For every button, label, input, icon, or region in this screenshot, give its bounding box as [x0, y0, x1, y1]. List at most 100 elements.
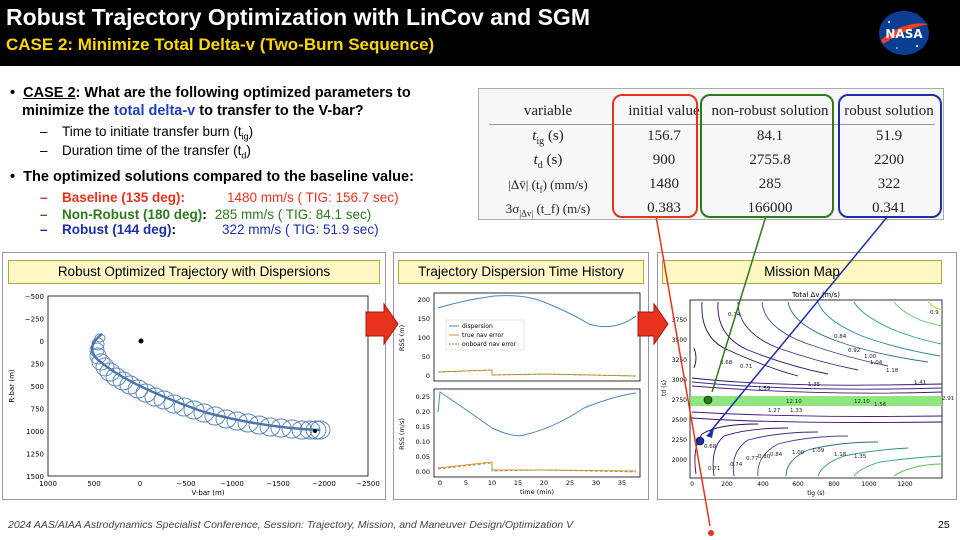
cell-initial: 900 [652, 152, 676, 168]
ytick: 3000 [672, 377, 687, 384]
row-var: tig (s) [532, 128, 564, 147]
plot2-yticks-bottom: 0.25 0.20 0.15 0.10 0.05 0.00 [416, 393, 430, 476]
ytick: 0.00 [416, 468, 430, 476]
xtick: 200 [721, 481, 733, 488]
header-robust: robust solution [844, 103, 934, 119]
contour-label: 1.00 [792, 450, 805, 456]
plot3-title: Total Δv (m/s) [791, 291, 840, 299]
ytick: 1500 [26, 473, 44, 481]
ytick: 250 [31, 361, 44, 369]
table-row: td (s) 900 2755.8 2200 [479, 148, 945, 173]
header-bar: Robust Trajectory Optimization with LinC… [0, 0, 960, 66]
contour-label: 0.84 [770, 452, 783, 458]
page-number: 25 [938, 519, 950, 531]
row-var: td (s) [533, 152, 563, 171]
contour-label: 0.84 [834, 334, 847, 340]
contour-label: 1.35 [854, 454, 867, 460]
contour-label: 1.09 [812, 448, 825, 454]
ytick: 3750 [672, 317, 687, 324]
xtick: −500 [176, 480, 195, 488]
table-row: |Δv̄| (tf) (mm/s) 1480 285 322 [479, 172, 945, 197]
plot1-xlabel: V-bar (m) [191, 489, 224, 497]
ytick: 0 [426, 372, 430, 380]
xtick: 0 [138, 480, 142, 488]
initial-column-highlight [612, 94, 698, 218]
ytick: 200 [418, 296, 430, 304]
ytick: 2000 [672, 457, 687, 464]
contour-label: 12.10 [854, 399, 870, 405]
ytick: 3250 [672, 357, 687, 364]
ytick: 0.25 [416, 393, 430, 401]
legend-dispersion: dispersion [462, 323, 493, 330]
bullet-1-text-a: : What are the following optimized param… [75, 85, 411, 101]
contour-label: 1.59 [758, 386, 771, 392]
contour-label: 1.18 [834, 452, 847, 458]
dispersion-line-bottom [437, 391, 637, 437]
contour-label: 2.91 [942, 396, 954, 402]
plot1-xticks: 1000 500 0 −500 −1000 −1500 −2000 −2500 [39, 480, 380, 488]
ytick: 1000 [26, 428, 44, 436]
cell-robust: 322 [877, 176, 901, 192]
contour-label: 1.27 [768, 408, 781, 414]
contour-label: 1.35 [808, 382, 821, 388]
xtick: 20 [540, 479, 548, 487]
panel-3-title: Mission Map [662, 260, 942, 284]
plot2-yticks-top: 200 150 100 50 0 [418, 296, 430, 380]
xtick: 35 [618, 479, 626, 487]
ytick: 2250 [672, 437, 687, 444]
contour-label: 1.18 [886, 368, 899, 374]
ytick: 0 [40, 338, 44, 346]
bullet-1-text-b: minimize the [22, 103, 114, 119]
cell-initial: 1480 [649, 176, 679, 192]
mission-map-plot: Total Δv (m/s) 0.74 0.9 0.84 0.92 1.00 1 [661, 291, 954, 497]
sub-bullet-td: – Duration time of the transfer (td) [40, 143, 251, 161]
dispersion-line-top [437, 295, 637, 328]
end-marker [313, 429, 317, 433]
bullet-2-text: The optimized solutions compared to the … [23, 169, 414, 185]
xtick: −1000 [220, 480, 244, 488]
result-nonrobust: – Non-Robust (180 deg): 285 mm/s ( TIG: 84… [40, 207, 372, 222]
xtick: 1000 [861, 481, 876, 488]
cell-nonrobust: 2755.8 [749, 152, 791, 168]
cell-initial: 0.383 [647, 200, 681, 216]
ytick: 2750 [672, 397, 687, 404]
ytick: 100 [418, 334, 430, 342]
baseline-pointer-dot [708, 530, 714, 536]
xtick: 30 [592, 479, 600, 487]
cell-nonrobust: 285 [758, 176, 782, 192]
baseline-value: 1480 mm/s ( TIG: 156.7 sec) [227, 190, 399, 205]
robust-value: 322 mm/s ( TIG: 51.9 sec) [222, 222, 379, 237]
plot3-xticks: 0 200 400 600 800 1000 1200 [690, 481, 913, 488]
dispersion-plot: dispersion true nav error onboard nav er… [398, 292, 641, 496]
sub-bullet-tig: – Time to initiate transfer burn (tig) [40, 124, 254, 142]
nonrobust-sep: : [202, 207, 207, 222]
sub1-text: Time to initiate transfer burn (t [62, 124, 242, 139]
xtick: 1200 [897, 481, 912, 488]
xtick: 0 [690, 481, 694, 488]
contour-label: 1.33 [790, 408, 803, 414]
plot2-ylabel-top: RSS (m) [398, 325, 406, 351]
ytick: 2500 [672, 417, 687, 424]
green-band [690, 396, 942, 406]
slide-title: Robust Trajectory Optimization with LinC… [6, 4, 590, 30]
contour-label: 0.92 [848, 348, 860, 354]
contour-label: 0.71 [740, 364, 752, 370]
plot3-xlabel: tig (s) [807, 490, 825, 497]
ytick: 500 [31, 383, 44, 391]
case-label: CASE 2 [23, 85, 76, 101]
xtick: 500 [87, 480, 100, 488]
plot2-xlabel: time (min) [520, 488, 554, 496]
row-var: 3σ|Δv| (t_f) (m/s) [505, 201, 591, 219]
nonrobust-value: 285 mm/s ( TIG: 84.1 sec) [214, 207, 372, 222]
ytick: 750 [31, 406, 44, 414]
plot2-ylabel-bottom: RSS (m/s) [398, 418, 406, 450]
xtick: 0 [438, 479, 442, 487]
result-robust: – Robust (144 deg): 322 mm/s ( TIG: 51.9 s… [40, 222, 379, 237]
slide-subtitle: CASE 2: Minimize Total Delta-v (Two-Burn… [6, 35, 435, 54]
cell-nonrobust: 84.1 [756, 128, 784, 144]
sub2-text: Duration time of the transfer (t [62, 143, 242, 158]
header-initial: initial value [628, 103, 700, 119]
nonrobust-column-highlight [700, 94, 834, 218]
bullet-1-text-c: to transfer to the V-bar? [195, 103, 364, 119]
plot2-xticks: 0 5 10 15 20 25 30 35 [438, 479, 626, 487]
